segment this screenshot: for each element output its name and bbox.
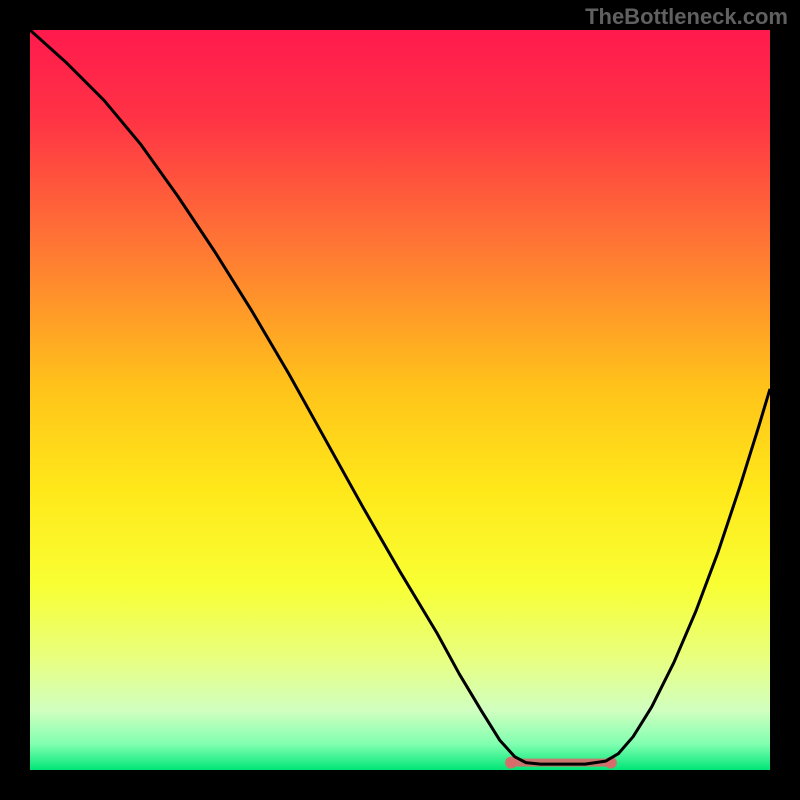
watermark: TheBottleneck.com [585,4,788,30]
bottleneck-plot [30,30,770,770]
bottleneck-curve [30,30,770,764]
curve-layer [30,30,770,770]
